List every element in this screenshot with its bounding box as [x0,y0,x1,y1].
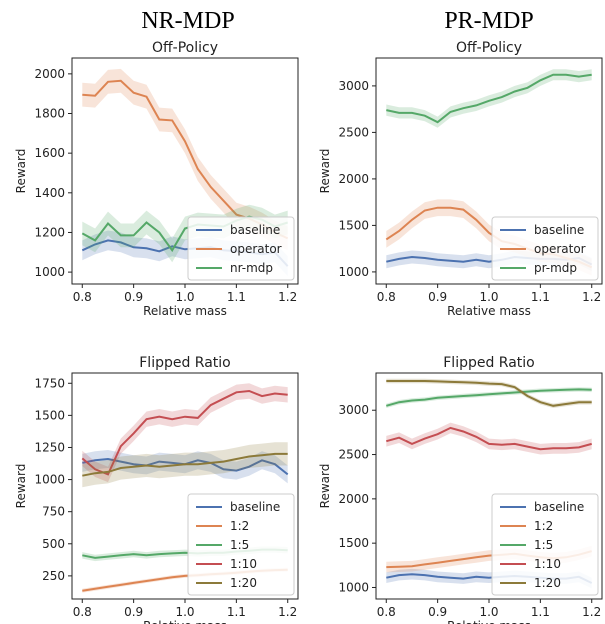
legend-label-1-10: 1:10 [534,557,561,571]
y-tick-label: 3000 [338,403,369,417]
x-tick-label: 1.1 [531,290,550,304]
x-tick-label: 0.9 [428,605,447,619]
x-axis-label: Relative mass [143,619,227,624]
band-baseline [82,450,288,484]
chart-panel-2: Flipped Ratio 0.8 0.9 1.0 1.1 1.2 250 500 750 100… [14,355,299,624]
legend-label-baseline: baseline [534,223,584,237]
chart-title: Flipped Ratio [139,355,231,371]
y-tick-label: 2500 [338,448,369,462]
x-tick-label: 1.0 [479,605,498,619]
y-tick-label: 1800 [34,107,65,121]
x-tick-label: 1.1 [531,605,550,619]
x-tick-label: 1.2 [278,290,297,304]
legend-label-1-5: 1:5 [534,538,553,552]
chart-panel-0: Off-Policy 0.8 0.9 1.0 1.1 1.2 1000 1200 1400 160… [14,40,299,318]
legend-label-1-20: 1:20 [230,576,257,590]
y-axis-label: Reward [14,149,28,194]
legend-label-1-20: 1:20 [534,576,561,590]
y-tick-label: 1600 [34,146,65,160]
band-1-5 [386,387,592,408]
header-nr-mdp: NR-MDP [141,8,234,34]
legend-box [187,216,295,281]
legend: baseline 1:2 1:5 1:10 1:20 [491,493,599,596]
band-1-20 [386,378,592,408]
y-tick-label: 2000 [34,67,65,81]
series-line-1-5 [386,388,592,407]
legend: baseline 1:2 1:5 1:10 1:20 [187,493,295,596]
legend-box [187,493,295,596]
series-line-pr-mdp [386,73,592,124]
y-tick-label: 750 [42,505,65,519]
y-tick-label: 1200 [34,225,65,239]
chart-title: Off-Policy [152,40,218,56]
x-tick-label: 1.2 [278,605,297,619]
band-operator [82,68,288,251]
chart-panel-3: Flipped Ratio 0.8 0.9 1.0 1.1 1.2 1000 1500 2000… [318,355,603,624]
legend-label-operator: operator [230,242,282,256]
y-tick-label: 250 [42,569,65,583]
x-tick-label: 0.9 [428,290,447,304]
x-tick-label: 1.2 [582,605,601,619]
y-tick-label: 1000 [34,473,65,487]
x-tick-label: 1.0 [175,290,194,304]
x-axis-label: Relative mass [447,619,531,624]
legend-label-1-2: 1:2 [230,519,249,533]
x-axis-label: Relative mass [143,304,227,318]
y-tick-label: 1400 [34,186,65,200]
band-pr-mdp [386,69,592,128]
y-tick-label: 2000 [338,172,369,186]
x-tick-label: 0.8 [73,605,92,619]
legend: baseline operator nr-mdp [187,216,295,281]
legend-label-baseline: baseline [534,500,584,514]
x-tick-label: 1.1 [227,290,246,304]
y-tick-label: 1000 [34,265,65,279]
x-tick-label: 0.9 [124,605,143,619]
y-tick-label: 500 [42,537,65,551]
legend-label-1-10: 1:10 [230,557,257,571]
legend-label-1-5: 1:5 [230,538,249,552]
x-tick-label: 0.8 [377,605,396,619]
chart-title: Flipped Ratio [443,355,535,371]
y-axis-label: Reward [14,464,28,509]
y-axis-label: Reward [318,464,332,509]
x-tick-label: 0.8 [73,290,92,304]
x-tick-label: 0.8 [377,290,396,304]
y-tick-label: 1500 [34,408,65,422]
chart-panel-1: Off-Policy 0.8 0.9 1.0 1.1 1.2 1000 1500 2000 250… [318,40,603,318]
band-1-10 [386,422,592,455]
y-tick-label: 1250 [34,440,65,454]
y-tick-label: 1750 [34,376,65,390]
y-tick-label: 1500 [338,218,369,232]
x-tick-label: 1.0 [479,290,498,304]
x-tick-label: 1.0 [175,605,194,619]
chart-title: Off-Policy [456,40,522,56]
legend-label-pr-mdp: pr-mdp [534,261,577,275]
y-tick-label: 1000 [338,265,369,279]
y-tick-label: 2500 [338,125,369,139]
series-line-1-10 [81,389,288,476]
legend-box [491,493,599,596]
legend-label-operator: operator [534,242,586,256]
x-tick-label: 0.9 [124,290,143,304]
y-tick-label: 1000 [338,580,369,594]
header-pr-mdp: PR-MDP [444,8,533,34]
legend-box [491,216,599,281]
legend-label-baseline: baseline [230,500,280,514]
series-line-1-20 [386,380,592,407]
y-tick-label: 3000 [338,79,369,93]
y-tick-label: 2000 [338,492,369,506]
panels-group: Off-Policy 0.8 0.9 1.0 1.1 1.2 1000 1200 1400 160… [14,40,603,624]
x-axis-label: Relative mass [447,304,531,318]
x-tick-label: 1.1 [227,605,246,619]
legend-label-nr-mdp: nr-mdp [230,261,273,275]
y-axis-label: Reward [318,149,332,194]
legend-label-baseline: baseline [230,223,280,237]
legend-label-1-2: 1:2 [534,519,553,533]
legend: baseline operator pr-mdp [491,216,599,281]
y-tick-label: 1500 [338,536,369,550]
series-line-1-20 [82,452,288,477]
series-line-1-10 [386,426,592,451]
x-tick-label: 1.2 [582,290,601,304]
